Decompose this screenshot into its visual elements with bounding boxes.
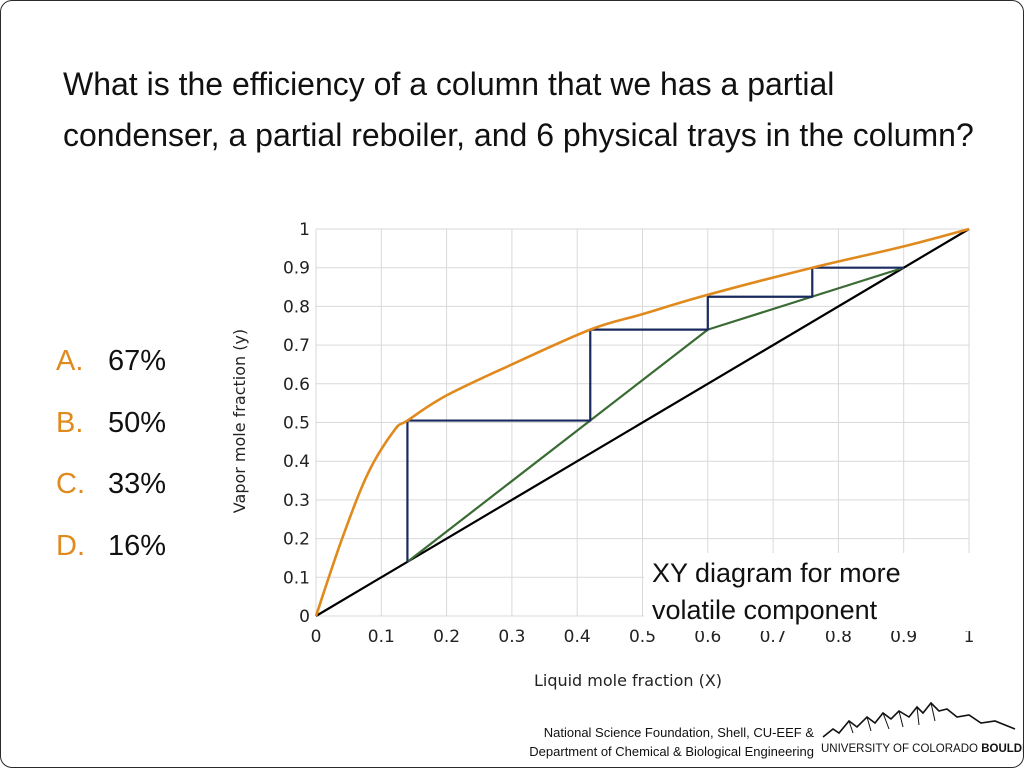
answer-choices: A. 67% B. 50% C. 33% D. 16%: [56, 339, 166, 585]
x-tick-label: 0.5: [629, 627, 656, 647]
diagram-note: XY diagram for more volatile component: [644, 553, 978, 631]
y-tick-label: 0.4: [283, 452, 310, 472]
university-logo: UNIVERSITY OF COLORADO BOULDER: [819, 699, 1023, 763]
equilibrium-line: [314, 227, 970, 617]
university-name: UNIVERSITY OF COLORADO BOULDER: [821, 743, 1023, 755]
choice-text: 67%: [108, 345, 167, 377]
choice-c[interactable]: C. 33%: [56, 462, 166, 524]
y-tick-label: 1: [299, 220, 310, 240]
y-tick-label: 0.9: [283, 259, 310, 279]
mountain-logo-icon: [822, 701, 1016, 738]
choice-letter: B.: [56, 406, 84, 439]
x-tick-label: 0: [311, 627, 322, 647]
chart-tick-labels: 0 0.1 0.2 0.3 0.4 0.5 0.6 0.7 0.8 0.9 1 0 0.1 0.2 0.3 0…: [283, 220, 974, 647]
y-tick-label: 0: [299, 607, 310, 627]
y-tick-label: 0.6: [283, 375, 310, 395]
y-tick-label: 0.1: [283, 568, 310, 588]
xy-diagram-chart: 0 0.1 0.2 0.3 0.4 0.5 0.6 0.7 0.8 0.9 1 0 0.1 0.2 0.3 0…: [230, 220, 974, 690]
steps-line: [406, 266, 904, 562]
x-tick-label: 0.2: [433, 627, 460, 647]
choice-text: 33%: [108, 468, 167, 500]
x-tick-label: 0.8: [825, 627, 852, 647]
question-text: What is the efficiency of a column that …: [63, 66, 974, 153]
footer-line-1: National Science Foundation, Shell, CU-E…: [543, 725, 814, 740]
y-tick-label: 0.3: [283, 491, 310, 511]
x-tick-label: 0.3: [498, 627, 525, 647]
x-tick-label: 0.9: [890, 627, 917, 647]
campus-text: BOULDER: [981, 743, 1023, 755]
y-tick-label: 0.5: [283, 414, 310, 434]
chart-series: [314, 227, 970, 617]
x-tick-label: 1: [964, 627, 975, 647]
y-tick-label: 0.7: [283, 336, 310, 356]
diagonal-line: [315, 228, 970, 617]
x-tick-label: 0.4: [564, 627, 591, 647]
x-tick-label: 0.6: [694, 627, 721, 647]
y-tick-label: 0.8: [283, 297, 310, 317]
footer-credits: National Science Foundation, Shell, CU-E…: [506, 723, 814, 761]
choice-text: 50%: [108, 406, 167, 439]
y-axis-label: Vapor mole fraction (y): [230, 329, 249, 513]
choice-text: 16%: [108, 529, 167, 562]
choice-b[interactable]: B. 50%: [56, 401, 166, 463]
x-tick-label: 0.7: [760, 627, 787, 647]
choice-d[interactable]: D. 16%: [56, 524, 166, 586]
choice-a[interactable]: A. 67%: [56, 339, 166, 401]
choice-letter: D.: [56, 529, 85, 562]
footer-line-2: Department of Chemical & Biological Engi…: [529, 744, 814, 759]
y-tick-label: 0.2: [283, 530, 310, 550]
x-axis-label: Liquid mole fraction (X): [534, 671, 722, 690]
choice-letter: A.: [56, 345, 84, 377]
chart-grid: [315, 228, 970, 617]
x-tick-label: 0.1: [368, 627, 395, 647]
university-text: UNIVERSITY OF COLORADO: [821, 743, 978, 755]
choice-letter: C.: [56, 468, 85, 500]
